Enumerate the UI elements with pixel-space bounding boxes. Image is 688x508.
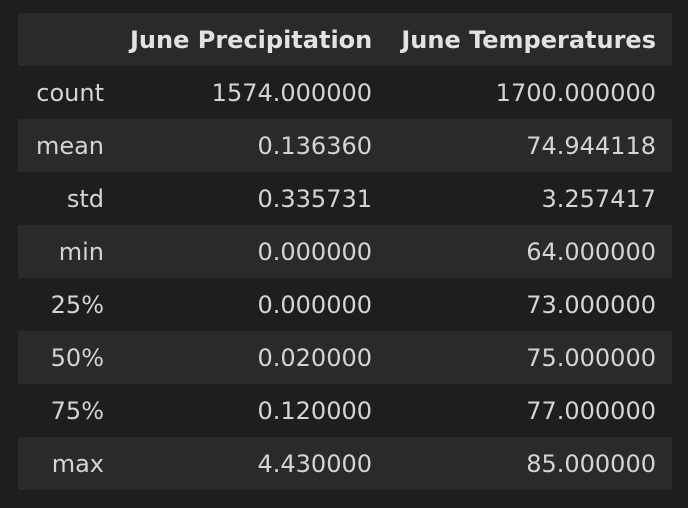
- cell-temperature: 64.000000: [526, 237, 656, 266]
- column-header-precipitation: June Precipitation: [130, 25, 373, 54]
- summary-stats-table: June Precipitation June Temperatures cou…: [18, 13, 672, 490]
- cell-temperature: 74.944118: [526, 131, 656, 160]
- table-header-row: June Precipitation June Temperatures: [18, 13, 672, 66]
- cell-precipitation: 0.000000: [257, 290, 372, 319]
- table-row: max 4.430000 85.000000: [18, 437, 672, 490]
- cell-precipitation: 0.120000: [257, 396, 372, 425]
- row-index-label: min: [58, 237, 104, 266]
- table-row: 25% 0.000000 73.000000: [18, 278, 672, 331]
- cell-precipitation: 0.000000: [257, 237, 372, 266]
- cell-temperature: 1700.000000: [495, 78, 656, 107]
- table-row: mean 0.136360 74.944118: [18, 119, 672, 172]
- row-index-label: mean: [35, 131, 104, 160]
- table-row: 75% 0.120000 77.000000: [18, 384, 672, 437]
- cell-temperature: 73.000000: [526, 290, 656, 319]
- row-index-label: 75%: [50, 396, 104, 425]
- cell-precipitation: 4.430000: [257, 449, 372, 478]
- column-header-temperatures: June Temperatures: [401, 25, 656, 54]
- cell-temperature: 3.257417: [541, 184, 656, 213]
- table-row: count 1574.000000 1700.000000: [18, 66, 672, 119]
- table-row: 50% 0.020000 75.000000: [18, 331, 672, 384]
- index-header: [18, 13, 118, 66]
- row-index-label: count: [36, 78, 104, 107]
- table-row: std 0.335731 3.257417: [18, 172, 672, 225]
- row-index-label: 50%: [50, 343, 104, 372]
- cell-precipitation: 1574.000000: [211, 78, 372, 107]
- cell-temperature: 77.000000: [526, 396, 656, 425]
- table-row: min 0.000000 64.000000: [18, 225, 672, 278]
- cell-precipitation: 0.020000: [257, 343, 372, 372]
- row-index-label: 25%: [50, 290, 104, 319]
- row-index-label: max: [51, 449, 104, 478]
- dataframe-output: June Precipitation June Temperatures cou…: [18, 13, 672, 490]
- cell-temperature: 75.000000: [526, 343, 656, 372]
- cell-precipitation: 0.335731: [257, 184, 372, 213]
- cell-temperature: 85.000000: [526, 449, 656, 478]
- cell-precipitation: 0.136360: [257, 131, 372, 160]
- row-index-label: std: [66, 184, 104, 213]
